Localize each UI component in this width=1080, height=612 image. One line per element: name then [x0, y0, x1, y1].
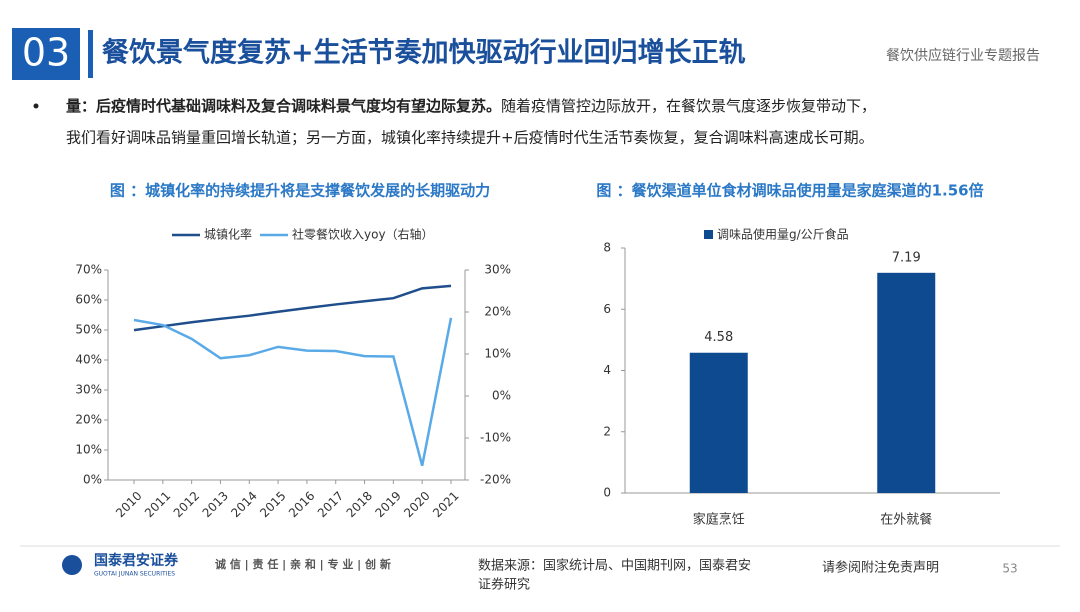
legend-swatch — [704, 230, 713, 239]
y2-tick-label: 0% — [492, 389, 511, 403]
y-tick-label: 30% — [75, 383, 102, 397]
logo — [62, 555, 82, 575]
company: 国泰君安证券 — [94, 552, 179, 569]
x-tick-label: 2018 — [344, 489, 375, 520]
source: 证券研究 — [478, 577, 530, 593]
y2-tick-label: 10% — [484, 347, 511, 361]
x-tick-label: 2016 — [286, 489, 317, 520]
y-tick-label: 10% — [75, 443, 102, 457]
report-name: 餐饮供应链行业专题报告 — [886, 47, 1040, 64]
bar — [877, 272, 936, 493]
section-box — [12, 28, 80, 80]
y-tick-label: 40% — [75, 353, 102, 367]
legend-label: 社零餐饮收入yoy（右轴） — [292, 227, 434, 242]
legend-label: 调味品使用量g/公斤食品 — [717, 227, 849, 242]
slogan: 诚 信 | 责 任 | 亲 和 | 专 业 | 创 新 — [215, 557, 391, 571]
bullet-line: 我们看好调味品销量重回增长轨道；另一方面，城镇化率持续提升+后疫情时代生活节奏恢… — [66, 129, 874, 147]
x-tick-label: 在外就餐 — [880, 512, 932, 528]
x-tick-label: 2013 — [200, 489, 231, 520]
y2-tick-label: -10% — [480, 431, 511, 445]
series-line — [133, 317, 453, 467]
legend-label: 城镇化率 — [204, 227, 252, 242]
x-tick-label: 2011 — [142, 489, 173, 520]
y-tick-label: 4 — [603, 363, 611, 377]
x-tick-label: 家庭烹饪 — [693, 512, 745, 528]
source: 数据来源：国家统计局、中国期刊网，国泰君安 — [478, 558, 751, 574]
x-tick-label: 2020 — [401, 489, 432, 520]
bullet-line: 随着疫情管控边际放开，在餐饮景气度逐步恢复带动下， — [501, 97, 876, 115]
disclaimer: 请参阅附注免责声明 — [822, 560, 939, 576]
bullet-dot — [33, 103, 39, 109]
x-tick-label: 2010 — [113, 489, 144, 520]
y-tick-label: 70% — [75, 263, 102, 277]
x-tick-label: 2012 — [171, 489, 202, 520]
y-tick-label: 0% — [83, 473, 102, 487]
bullet-text: 量：后疫情时代基础调味料及复合调味料景气度均有望边际复苏。随着疫情管控边际放开，… — [66, 97, 876, 115]
chart-title: 图 ：城镇化率的持续提升将是支撑餐饮发展的长期驱动力 — [110, 182, 490, 200]
bar — [689, 352, 748, 493]
title-bar — [88, 30, 93, 78]
y2-tick-label: 20% — [484, 305, 511, 319]
y-tick-label: 6 — [603, 302, 611, 316]
y-tick-label: 0 — [603, 486, 611, 500]
chart-title: 图 ：餐饮渠道单位食材调味品使用量是家庭渠道的1.56倍 — [596, 182, 983, 200]
slide-title: 餐饮景气度复苏+生活节奏加快驱动行业回归增长正轨 — [102, 37, 746, 69]
x-tick-label: 2015 — [257, 489, 288, 520]
y-tick-label: 60% — [75, 293, 102, 307]
x-tick-label: 2014 — [228, 489, 259, 520]
data-label: 7.19 — [892, 250, 921, 265]
y-tick-label: 50% — [75, 323, 102, 337]
y-tick-label: 20% — [75, 413, 102, 427]
y2-tick-label: 30% — [484, 263, 511, 277]
page-number: 53 — [1002, 562, 1017, 576]
y2-tick-label: -20% — [480, 473, 511, 487]
bullet-lead: 量：后疫情时代基础调味料及复合调味料景气度均有望边际复苏。 — [66, 97, 501, 115]
section-number: 03 — [22, 31, 70, 75]
y-tick-label: 8 — [603, 241, 611, 255]
series-line — [133, 284, 452, 332]
company-en: GUOTAI JUNAN SECURITIES — [94, 571, 175, 578]
x-tick-label: 2017 — [315, 489, 346, 520]
x-tick-label: 2021 — [430, 489, 461, 520]
y-tick-label: 2 — [603, 424, 611, 438]
data-label: 4.58 — [704, 330, 733, 345]
x-tick-label: 2019 — [372, 489, 403, 520]
